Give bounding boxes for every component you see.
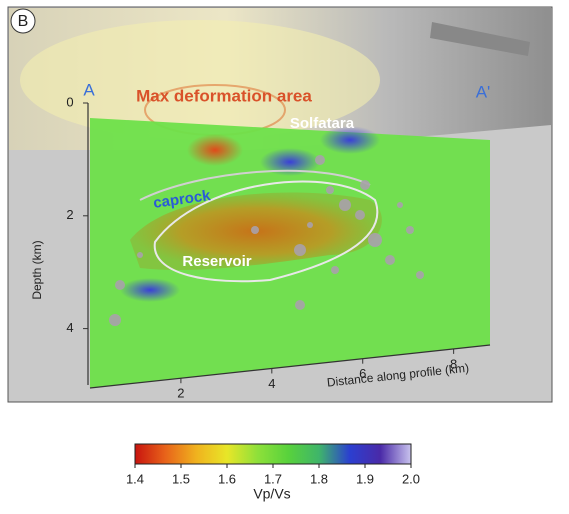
colorbar-tick-label: 1.9 [356,471,374,486]
distance-tick-label: 6 [359,366,366,381]
depth-tick-label: 2 [66,207,73,222]
colorbar-tick-label: 1.4 [126,471,144,486]
distance-tick-label: 8 [450,356,457,371]
anomaly [320,126,380,154]
annotation: Max deformation area [136,86,312,105]
annotation: Reservoir [182,253,251,270]
colorbar-label: Vp/Vs [253,486,290,502]
colorbar-tick-label: 1.8 [310,471,328,486]
reservoir-outline [153,180,379,283]
colorbar [134,443,412,465]
colorbar-tick-label: 1.6 [218,471,236,486]
anomaly [120,278,180,302]
depth-tick-label: 4 [66,320,73,335]
distance-tick-label: 4 [268,376,275,391]
view-arrow [430,22,530,56]
panel-label: B [18,13,29,30]
colorbar-tick-label: 1.7 [264,471,282,486]
distance-tick-label: 2 [177,386,184,401]
distance-axis-line [89,344,491,389]
deformation-halo [20,20,380,140]
colorbar-tick-label: 1.5 [172,471,190,486]
anomaly [187,134,243,166]
anomaly [260,148,320,176]
profile-end: A' [476,82,491,101]
colorbar-tick-label: 2.0 [402,471,420,486]
seismicity [109,155,424,326]
caprock-outline [139,169,371,201]
annotation: Solfatara [290,115,355,132]
depth-axis-label: Depth (km) [30,240,44,299]
profile-start: A [83,80,95,99]
panel-badge [10,8,36,34]
depth-tick-label: 0 [66,94,73,109]
